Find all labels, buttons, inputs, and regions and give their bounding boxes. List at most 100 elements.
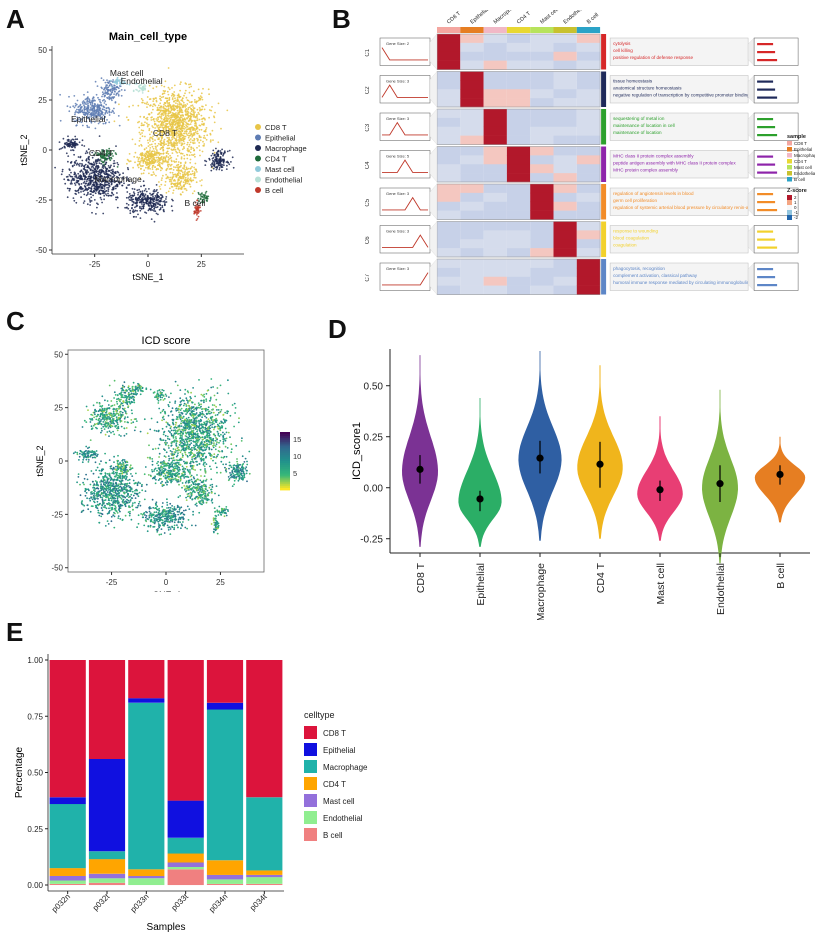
scatter-point: [201, 458, 204, 461]
scatter-point: [194, 129, 197, 132]
scatter-point: [158, 208, 161, 211]
scatter-point: [196, 417, 198, 419]
scatter-point: [85, 103, 88, 105]
scatter-point: [177, 449, 180, 451]
scatter-point: [189, 177, 192, 180]
scatter-point: [205, 190, 208, 193]
scatter-point: [171, 421, 174, 424]
scatter-point: [141, 99, 144, 102]
scatter-point: [111, 192, 114, 195]
scatter-point: [180, 152, 183, 155]
scatter-point: [74, 184, 77, 186]
scatter-point: [102, 122, 105, 125]
scatter-point: [190, 397, 192, 400]
scatter-point: [181, 124, 184, 127]
heatmap-cell: [437, 201, 461, 211]
heatmap-cell: [530, 248, 554, 258]
scatter-point: [186, 154, 189, 156]
scatter-point: [132, 191, 135, 194]
scatter-point: [178, 127, 181, 130]
scatter-point: [199, 109, 201, 112]
scatter-point: [184, 475, 187, 478]
row-annotation: [601, 109, 607, 145]
scatter-point: [203, 134, 206, 137]
go-term: peptide antigen assembly with MHC class …: [613, 161, 736, 166]
scatter-point: [198, 404, 201, 406]
scatter-point: [202, 198, 205, 201]
connector: [747, 37, 755, 66]
scatter-point: [176, 119, 179, 122]
scatter-point: [214, 448, 217, 451]
scatter-point: [97, 96, 99, 99]
scatter-point: [138, 160, 141, 163]
scatter-point: [159, 207, 162, 209]
heatmap-cell: [483, 210, 507, 220]
scatter-point: [210, 457, 213, 460]
scatter-point: [183, 125, 186, 128]
scatter-point: [193, 210, 196, 213]
scatter-point: [71, 165, 74, 167]
scatter-point: [190, 411, 193, 413]
scatter-point: [186, 425, 189, 428]
scatter-point: [156, 119, 159, 122]
scatter-point: [140, 87, 142, 90]
column-annotation: [483, 27, 507, 33]
scatter-point: [173, 143, 176, 145]
scatter-point: [83, 145, 86, 147]
scatter-point: [86, 178, 89, 180]
scatter-point: [213, 442, 215, 445]
scatter-point: [165, 196, 168, 198]
scatter-point: [222, 440, 225, 443]
scatter-point: [194, 207, 197, 210]
scatter-point: [170, 434, 173, 437]
scatter-point: [197, 406, 200, 409]
scatter-point: [194, 176, 197, 179]
legend-label: Epithelial: [265, 134, 296, 143]
scatter-point: [138, 84, 141, 87]
scatter-point: [197, 99, 200, 102]
scatter-point: [199, 95, 202, 97]
scatter-point: [167, 144, 169, 147]
row-annotation: [601, 184, 607, 220]
scatter-point: [176, 440, 179, 443]
scatter-point: [164, 115, 167, 118]
scatter-point: [159, 148, 162, 151]
gene-size-label: Gene Size: 3: [386, 266, 410, 271]
scatter-point: [182, 167, 184, 170]
scatter-point: [160, 117, 163, 120]
scatter-point: [143, 102, 146, 105]
scatter-point: [184, 425, 187, 427]
scatter-point: [161, 204, 164, 207]
scatter-point: [117, 180, 120, 183]
scatter-point: [188, 139, 191, 142]
scatter-point: [134, 82, 137, 85]
scatter-point: [187, 150, 190, 153]
scatter-point: [115, 83, 118, 85]
enrichment-bar: [757, 201, 776, 204]
scatter-point: [170, 410, 173, 412]
scatter-point: [98, 169, 101, 172]
scatter-point: [128, 199, 131, 201]
scatter-point: [187, 115, 190, 118]
scatter-point: [179, 107, 181, 109]
scatter-point: [82, 175, 85, 178]
legend-label: Endothelial: [265, 176, 302, 185]
scatter-point: [184, 388, 187, 391]
scatter-point: [104, 121, 107, 124]
scatter-point: [192, 435, 195, 438]
scatter-point: [160, 96, 163, 99]
heatmap-cell: [460, 184, 484, 194]
cluster-label: Endothelial: [121, 76, 163, 86]
scatter-point: [195, 422, 197, 425]
scatter-point: [156, 189, 158, 191]
scatter-point: [128, 105, 131, 108]
scatter-point: [176, 166, 179, 169]
scatter-point: [72, 143, 74, 146]
scatter-point: [99, 189, 102, 192]
scatter-point: [184, 447, 187, 450]
heatmap-cell: [530, 210, 554, 220]
scatter-point: [80, 105, 83, 108]
scatter-point: [214, 153, 216, 156]
scatter-point: [202, 144, 205, 147]
scatter-point: [203, 446, 206, 449]
